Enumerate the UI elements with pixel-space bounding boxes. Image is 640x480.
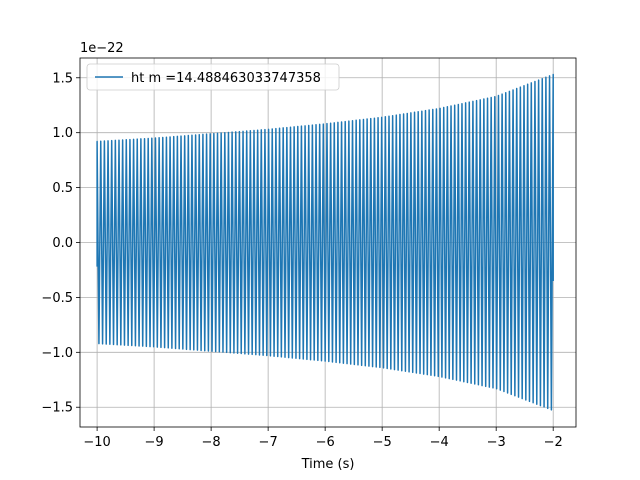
series-line bbox=[96, 73, 554, 411]
x-tick-label: −2 bbox=[544, 435, 563, 450]
y-tick-label: 1.5 bbox=[52, 71, 73, 86]
y-tick-label: −1.5 bbox=[41, 401, 73, 416]
legend-label: ht m =14.488463033747358 bbox=[131, 71, 321, 86]
legend: ht m =14.488463033747358 bbox=[86, 63, 340, 91]
x-axis-label: Time (s) bbox=[301, 457, 355, 472]
y-tick-label: −1.0 bbox=[41, 346, 73, 361]
y-axis-ticks: −1.5 −1.0 −0.5 0.0 0.5 1.0 1.5 bbox=[41, 71, 80, 416]
y-tick-label: 1.0 bbox=[52, 126, 73, 141]
x-tick-label: −8 bbox=[202, 435, 221, 450]
x-tick-label: −10 bbox=[83, 435, 110, 450]
y-axis-scale-label: 1e−22 bbox=[80, 41, 124, 56]
x-tick-label: −9 bbox=[145, 435, 164, 450]
y-tick-label: 0.5 bbox=[52, 181, 73, 196]
y-tick-label: 0.0 bbox=[52, 236, 73, 251]
legend-box bbox=[86, 63, 340, 91]
x-axis-ticks: −10 −9 −8 −7 −6 −5 −4 −3 −2 bbox=[83, 427, 563, 450]
x-tick-label: −4 bbox=[430, 435, 449, 450]
x-tick-label: −3 bbox=[487, 435, 506, 450]
x-tick-label: −5 bbox=[373, 435, 392, 450]
plot-area bbox=[96, 73, 554, 411]
x-tick-label: −7 bbox=[259, 435, 278, 450]
x-tick-label: −6 bbox=[316, 435, 335, 450]
y-tick-label: −0.5 bbox=[41, 291, 73, 306]
